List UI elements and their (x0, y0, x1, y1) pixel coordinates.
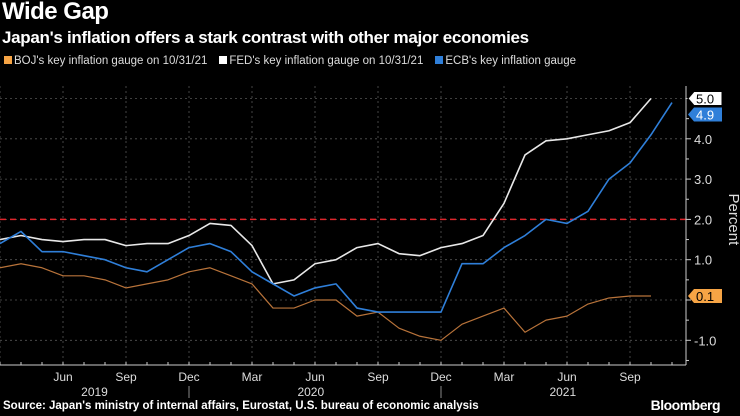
legend-item-ecb: ECB's key inflation gauge (435, 55, 576, 67)
chart-title: Wide Gap (2, 0, 109, 25)
end-label-boj: 0.1 (696, 289, 714, 304)
chart-subtitle: Japan's inflation offers a stark contras… (2, 28, 529, 47)
legend-swatch-fed (219, 56, 228, 64)
legend-label-boj: BOJ's key inflation gauge on 10/31/21 (14, 55, 208, 67)
x-tick-label: Sep (619, 370, 641, 384)
legend-label-fed: FED's key inflation gauge on 10/31/21 (229, 55, 424, 67)
line-chart: -1.0 1.0 2.0 3.0 4.0 Percent Jun Sep Dec Mar Jun Se… (0, 86, 740, 399)
y-tick-label: 2.0 (694, 212, 712, 227)
end-label-box-boj (688, 288, 722, 303)
end-label-ecb: 4.9 (696, 108, 714, 123)
legend-label-ecb: ECB's key inflation gauge (445, 55, 577, 67)
x-tick-label: Dec (430, 370, 451, 384)
source-note: Source: Japan's ministry of internal aff… (3, 400, 479, 412)
legend: BOJ's key inflation gauge on 10/31/21 FE… (4, 55, 576, 67)
legend-item-boj: BOJ's key inflation gauge on 10/31/21 (4, 55, 207, 67)
year-label: 2020 (297, 385, 324, 399)
end-label-box-ecb (688, 107, 722, 122)
year-label: 2019 (81, 385, 108, 399)
legend-swatch-boj (4, 56, 12, 64)
x-tick-label: Mar (494, 370, 515, 384)
x-tick-label: Jun (305, 370, 324, 384)
year-label: 2021 (549, 385, 576, 399)
y-tick-label: 1.0 (694, 253, 712, 268)
legend-item-fed: FED's key inflation gauge on 10/31/21 (219, 55, 423, 67)
series-line-ecb (0, 102, 673, 313)
bloomberg-logo: Bloomberg (650, 397, 721, 413)
legend-swatch-ecb (435, 56, 444, 64)
y-tick-label: -1.0 (694, 333, 716, 348)
x-tick-label: Mar (242, 370, 263, 384)
series-line-fed (0, 97, 652, 285)
y-tick-label: 4.0 (694, 132, 712, 147)
x-tick-label: Sep (367, 370, 389, 384)
series-line-boj (0, 263, 651, 341)
end-label-box-fed (687, 91, 723, 106)
x-tick-label: Dec (178, 370, 199, 384)
x-tick-label: Jun (557, 370, 576, 384)
x-tick-label: Jun (53, 370, 72, 384)
y-tick-label: 3.0 (694, 172, 712, 187)
x-tick-label: Sep (115, 370, 137, 384)
y-axis-label: Percent (725, 194, 740, 247)
end-label-fed: 5.0 (696, 92, 714, 107)
